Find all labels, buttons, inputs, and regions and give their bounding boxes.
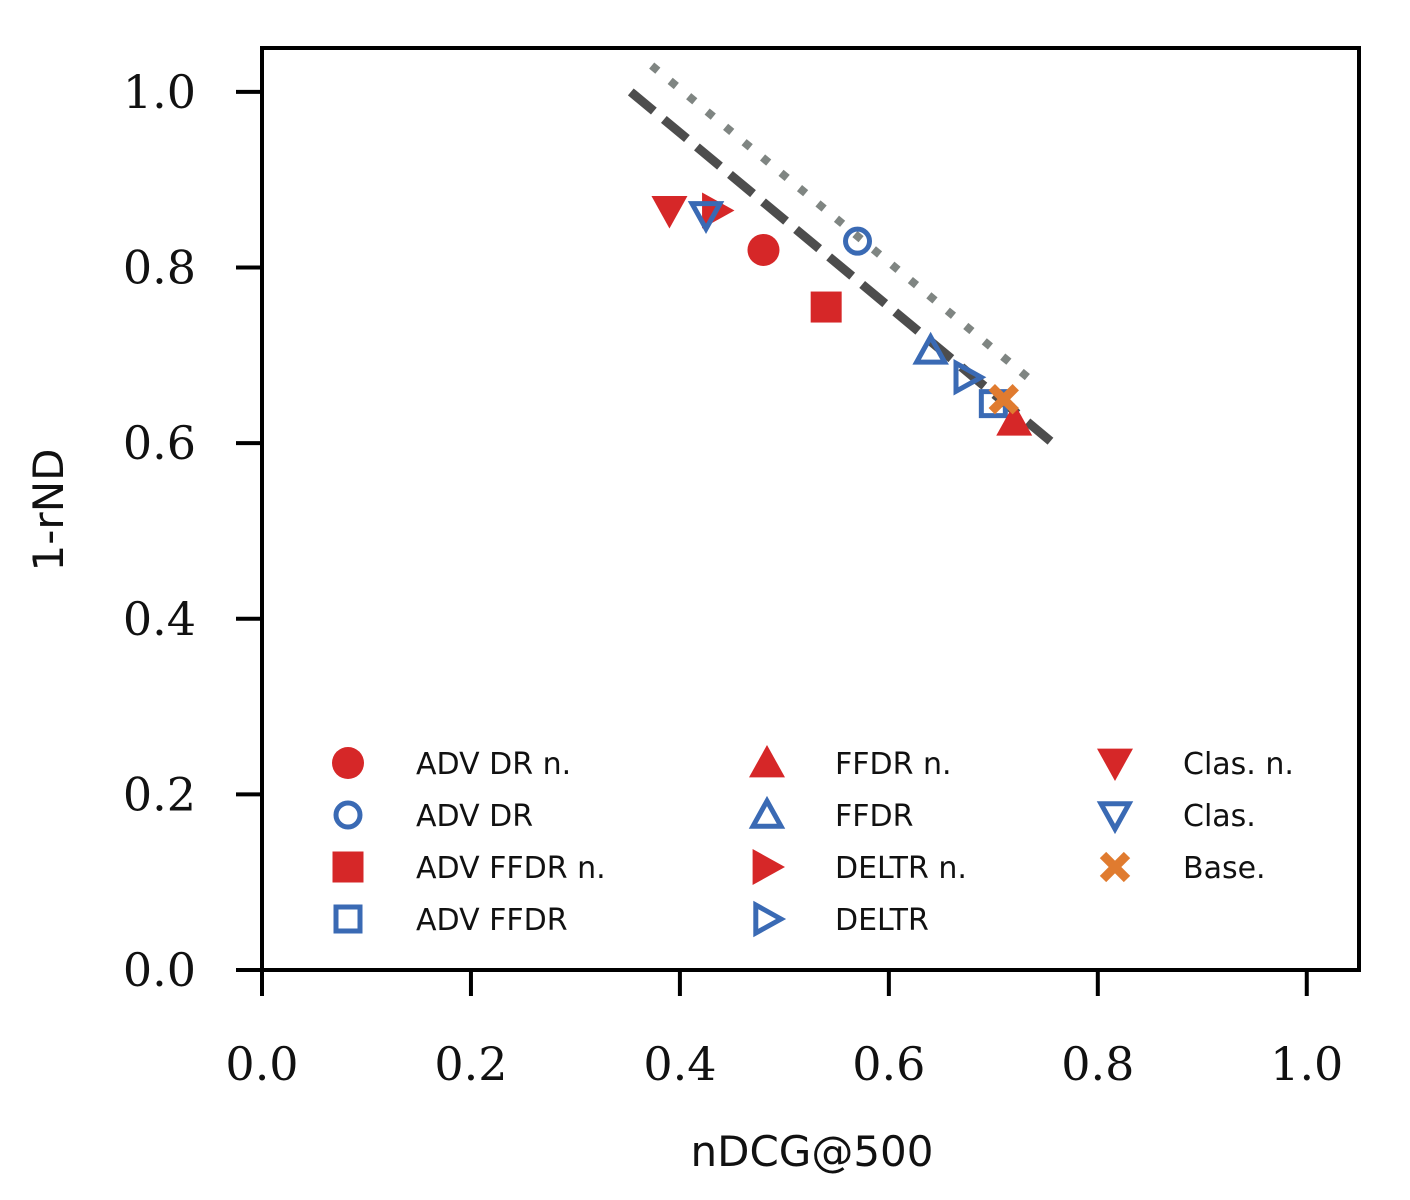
legend-label: Clas. n. <box>1183 747 1294 782</box>
x-axis-label: nDCG@500 <box>691 1127 934 1176</box>
legend-item: Clas. <box>1096 799 1256 835</box>
legend-marker <box>1096 801 1134 835</box>
plot-frame <box>260 46 1361 972</box>
x-tick-label: 0.6 <box>852 1037 925 1091</box>
legend-marker <box>1097 748 1133 781</box>
legend-label: ADV DR <box>416 799 533 834</box>
legend-label: ADV FFDR n. <box>416 851 606 886</box>
legend-item: Base. <box>1099 851 1266 886</box>
x-tick-label: 0.0 <box>225 1037 298 1091</box>
reference-lines <box>627 62 1056 447</box>
legend-label: Base. <box>1183 851 1266 886</box>
y-tick-label: 0.4 <box>123 592 196 646</box>
legend-marker <box>749 745 785 778</box>
legend-marker <box>752 849 785 885</box>
legend-marker <box>333 800 363 830</box>
y-tick-label: 0.8 <box>123 241 196 295</box>
legend-label: DELTR n. <box>835 851 967 886</box>
legend-item: DELTR <box>753 900 929 938</box>
data-point <box>988 384 1019 415</box>
data-point <box>687 201 725 234</box>
y-tick-label: 1.0 <box>123 65 196 119</box>
legend-label: ADV DR n. <box>416 747 571 782</box>
legend-item: DELTR n. <box>752 849 967 886</box>
legend-label: DELTR <box>835 903 929 938</box>
data-point <box>912 331 949 365</box>
x-stroke <box>988 384 1019 415</box>
dashed-reference-line <box>627 88 1056 447</box>
legend-label: FFDR n. <box>835 747 952 782</box>
legend-marker <box>1099 851 1131 883</box>
legend-label: Clas. <box>1183 799 1256 834</box>
y-axis-ticks: 0.0 0.2 0.4 0.6 0.8 1.0 <box>123 65 262 997</box>
data-point <box>996 403 1033 436</box>
data-point <box>810 291 842 323</box>
x-tick-label: 0.4 <box>643 1037 716 1091</box>
legend-marker <box>748 795 786 829</box>
data-point <box>843 226 873 256</box>
legend-item: ADV FFDR n. <box>332 851 606 886</box>
x-tick-label: 1.0 <box>1270 1037 1343 1091</box>
x-tick-label: 0.8 <box>1061 1037 1134 1091</box>
legend-item: FFDR n. <box>749 745 952 782</box>
legend-marker <box>332 747 364 779</box>
legend-marker <box>333 904 363 934</box>
legend-marker <box>753 900 787 938</box>
x-stroke <box>1099 851 1131 883</box>
legend-item: ADV FFDR <box>333 903 568 938</box>
legend-item: FFDR <box>748 795 913 834</box>
x-tick-label: 0.2 <box>434 1037 507 1091</box>
legend-item: ADV DR n. <box>332 747 571 782</box>
x-axis-ticks: 0.0 0.2 0.4 0.6 0.8 1.0 <box>225 970 1343 1091</box>
legend: ADV DR n. ADV DR ADV FFDR n. ADV FFDR FFDR n… <box>332 745 1294 938</box>
y-axis-label: 1-rND <box>24 449 73 572</box>
data-point <box>651 196 688 229</box>
legend-label: ADV FFDR <box>416 903 568 938</box>
legend-marker <box>332 851 364 883</box>
legend-item: ADV DR <box>333 799 533 834</box>
data-point <box>953 359 987 396</box>
data-points <box>651 192 1033 436</box>
y-tick-label: 0.6 <box>123 416 196 470</box>
y-tick-label: 0.2 <box>123 767 196 821</box>
y-tick-label: 0.0 <box>123 943 196 997</box>
legend-item: Clas. n. <box>1097 747 1294 782</box>
legend-label: FFDR <box>835 799 913 834</box>
data-point <box>747 233 780 266</box>
